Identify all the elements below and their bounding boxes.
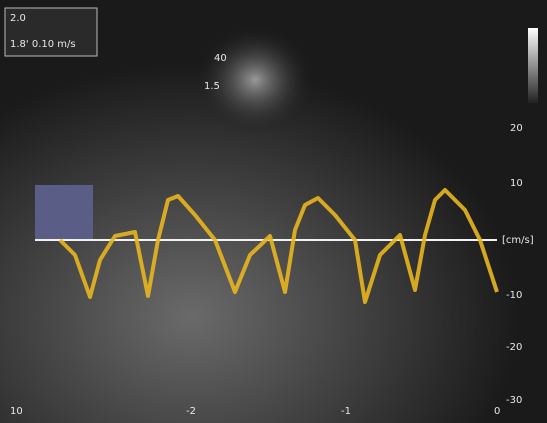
velocity-tick-label: 10 [510,178,523,189]
box-line: 1.8' 0.10 m/s [10,39,76,50]
frame-rate: 10 [10,406,23,417]
velocity-axis: 20 10 [cm/s] -10 -20 -30 [502,123,534,406]
time-tick-label: 0 [494,406,500,417]
probe-label: 1.5 [204,81,220,92]
time-tick-label: -2 [186,406,196,417]
velocity-tick-label: 20 [510,123,523,134]
velocity-trace [58,188,499,304]
time-axis: -2 -1 0 [186,406,500,417]
marker-box [35,185,93,240]
gray-scale-bar [528,28,538,103]
probe-label: 40 [214,53,227,64]
box-line: 2.0 [10,13,26,24]
time-tick-label: -1 [341,406,351,417]
velocity-tick-label: -30 [506,395,522,406]
velocity-tick-label: -10 [506,290,522,301]
settings-box [4,7,98,57]
velocity-tick-label: -20 [506,342,522,353]
sector-image [195,25,315,135]
velocity-unit: [cm/s] [502,235,534,246]
